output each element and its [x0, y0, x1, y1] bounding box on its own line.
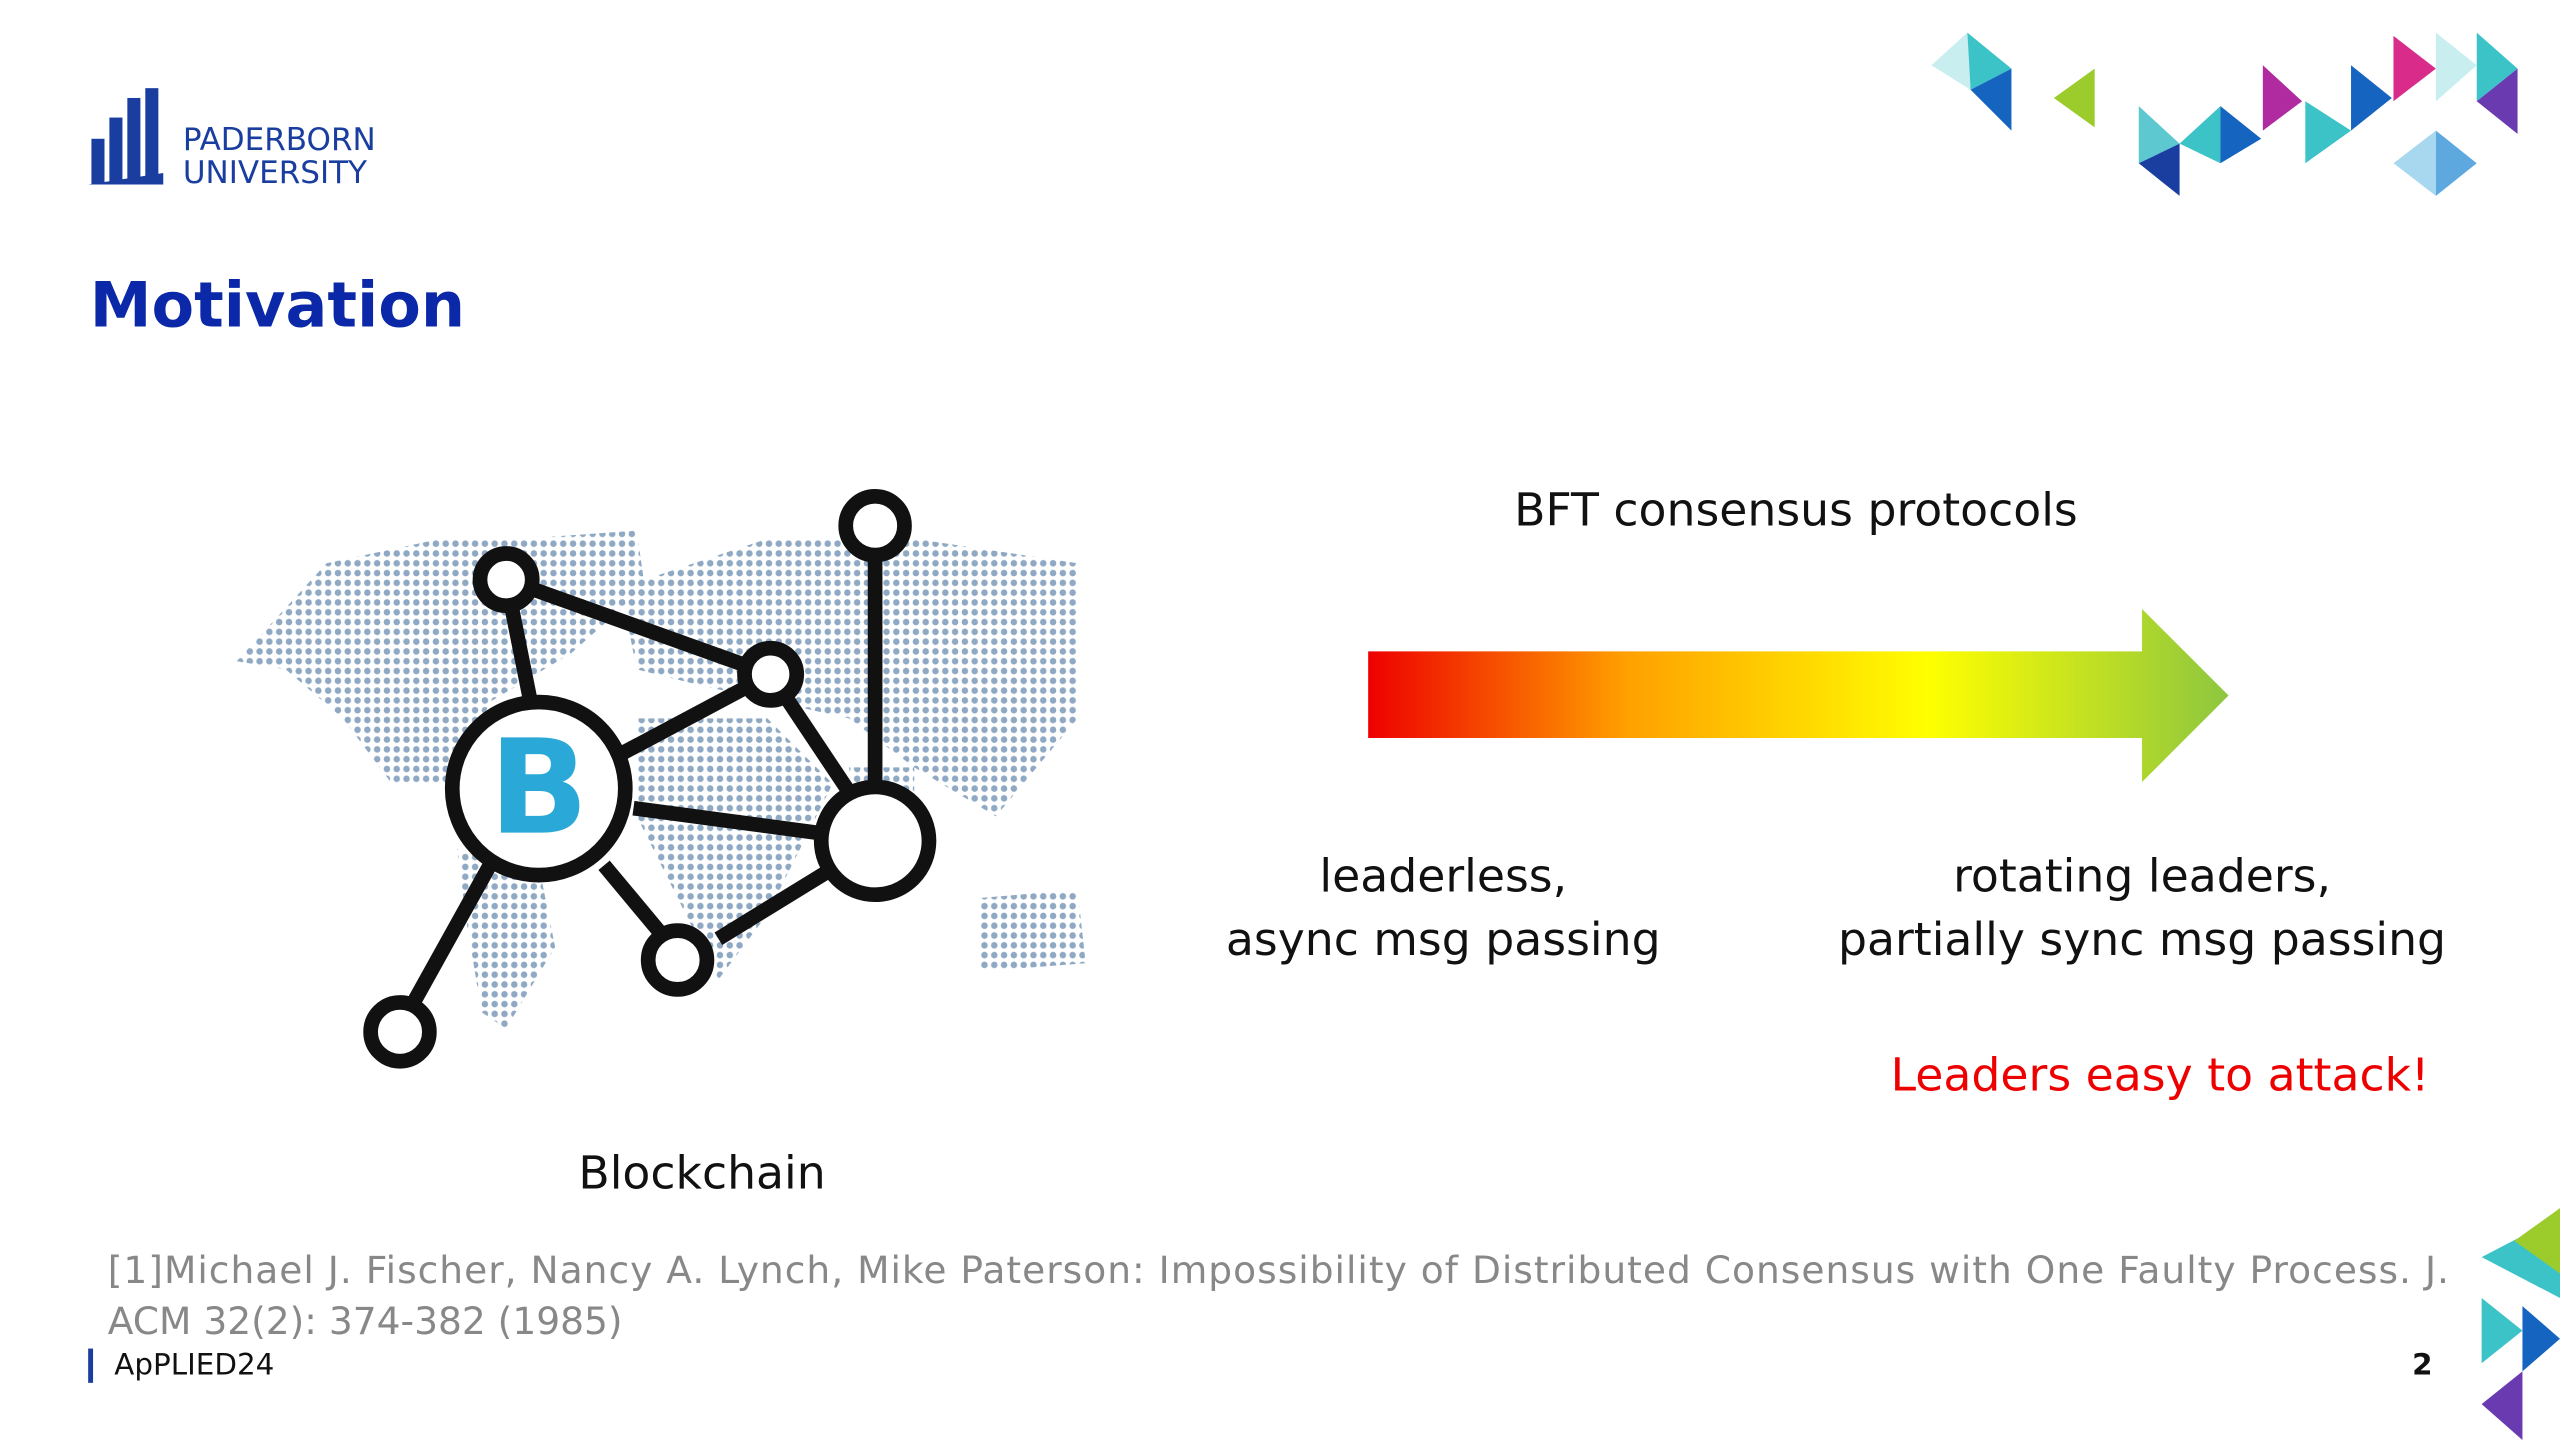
left-label: async msg passing: [1226, 913, 1661, 966]
network: [363, 488, 937, 1069]
figure-caption: Blockchain: [578, 1147, 825, 1200]
bitcoin-icon: B: [489, 712, 589, 864]
footer-event: ApPLIED24: [114, 1348, 274, 1382]
right-label: partially sync msg passing: [1838, 913, 2446, 966]
arrow-label: BFT consensus protocols: [1514, 484, 2078, 537]
left-label: leaderless,: [1319, 849, 1567, 902]
right-label: rotating leaders,: [1953, 849, 2331, 902]
reference: [1]Michael J. Fischer, Nancy A. Lynch, M…: [108, 1248, 2449, 1292]
gradient-arrow: [1368, 608, 2229, 783]
reference: ACM 32(2): 374-382 (1985): [108, 1299, 623, 1343]
decoration: [1931, 32, 2560, 1440]
warning: Leaders easy to attack!: [1891, 1049, 2430, 1102]
logo-text: UNIVERSITY: [183, 155, 367, 191]
footer-bar: [88, 1348, 94, 1383]
logo: [88, 88, 164, 185]
slide-title: Motivation: [90, 269, 465, 342]
page-number: 2: [2412, 1348, 2432, 1382]
logo-text: PADERBORN: [183, 122, 376, 158]
